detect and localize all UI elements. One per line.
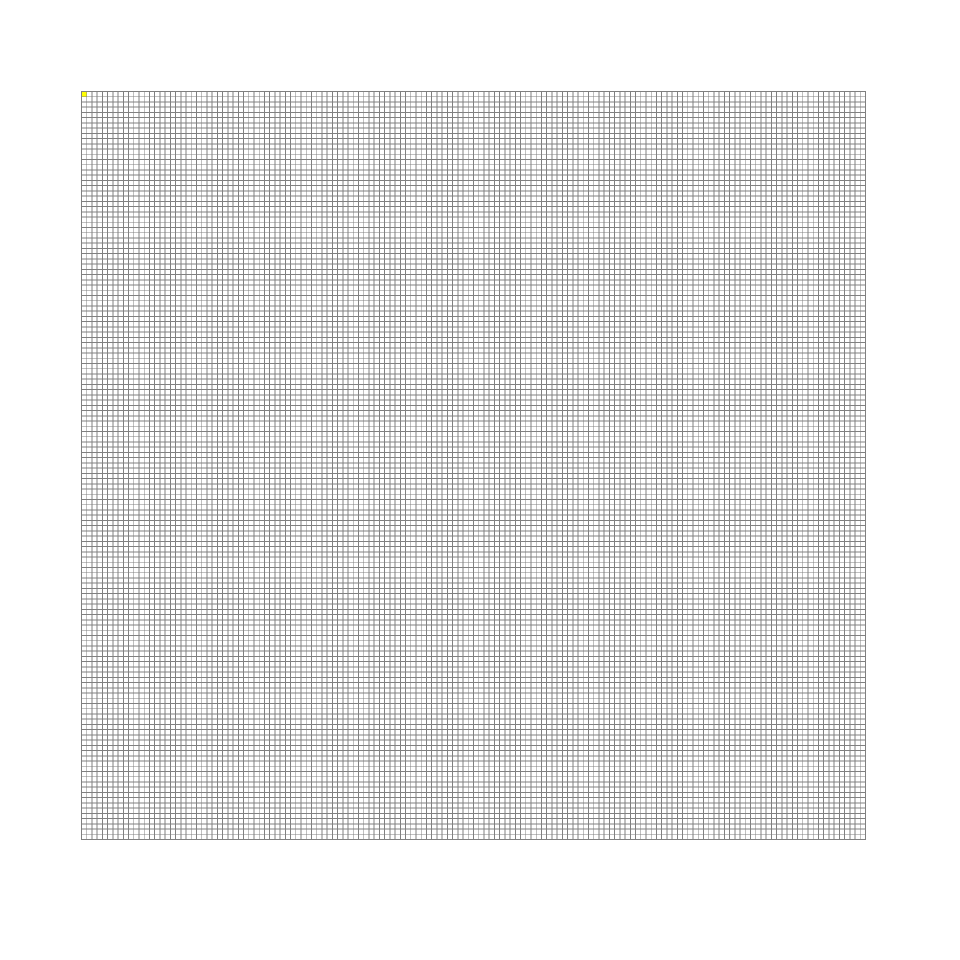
board-frame bbox=[81, 91, 866, 840]
cells-layer bbox=[81, 91, 87, 97]
highlighted-cell[interactable] bbox=[81, 91, 87, 97]
